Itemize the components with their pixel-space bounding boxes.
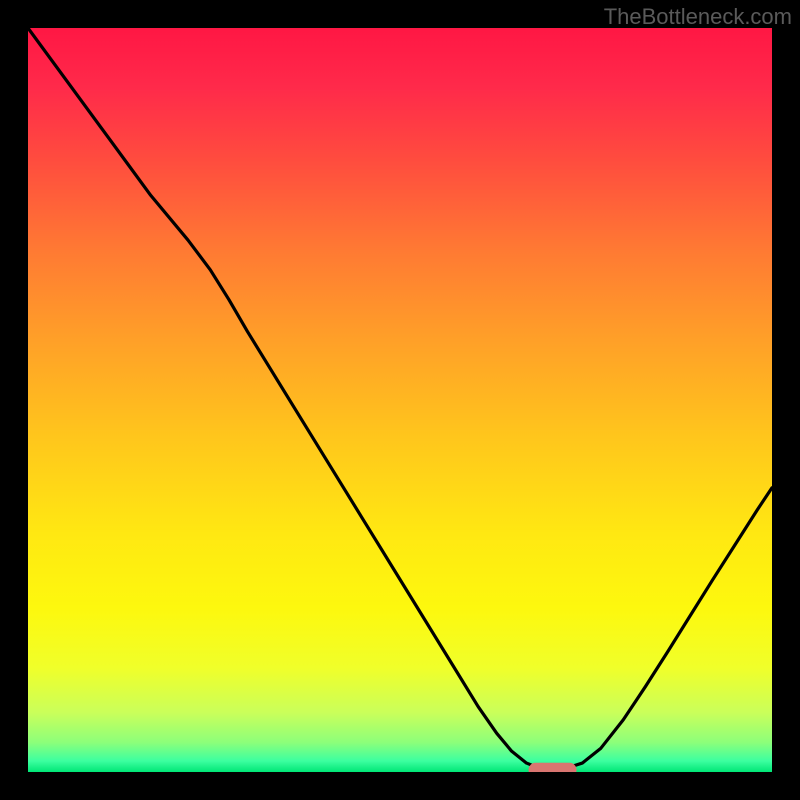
watermark-text: TheBottleneck.com: [604, 4, 792, 30]
chart-overlay: [28, 28, 772, 772]
bottleneck-curve: [28, 28, 772, 769]
optimal-marker: [529, 763, 577, 772]
plot-area: [28, 28, 772, 772]
